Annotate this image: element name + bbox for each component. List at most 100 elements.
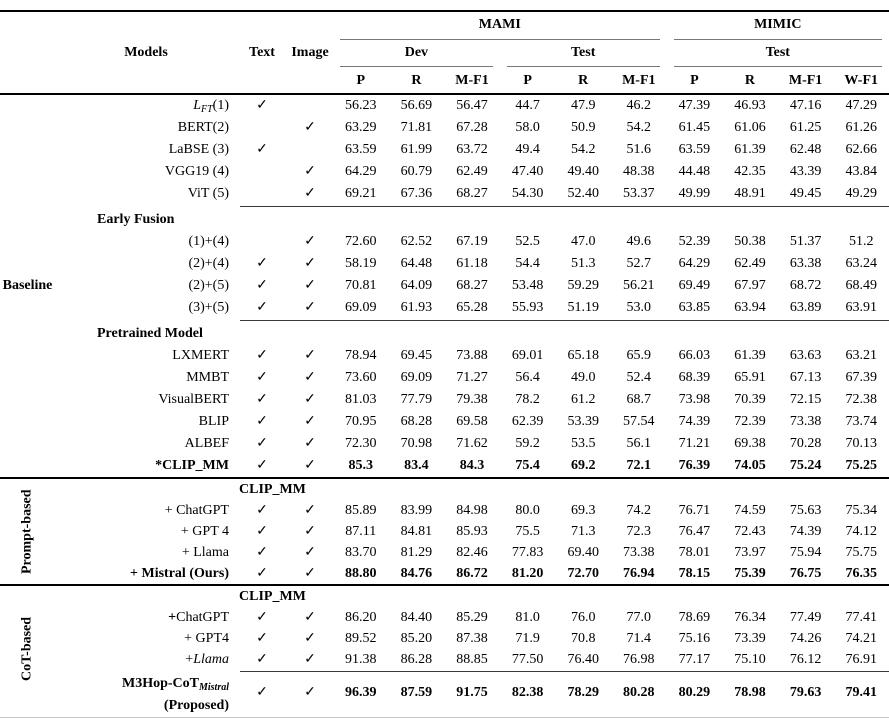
value-cell: 56.69 <box>400 98 433 113</box>
text-checkmark: ✓ <box>256 256 268 271</box>
value-cell: 75.24 <box>789 458 822 473</box>
text-check-cell <box>237 183 287 205</box>
text-checkmark: ✓ <box>256 545 268 560</box>
label-segment: ALBEF <box>184 436 229 451</box>
value-cell: 70.95 <box>345 414 377 429</box>
model-cell: + GPT4 <box>55 628 237 649</box>
text-checkmark: ✓ <box>256 566 268 581</box>
value-cell: 63.59 <box>345 142 377 157</box>
value-cell: 48.91 <box>734 186 766 201</box>
value-cell: 76.39 <box>678 458 711 473</box>
value-cell: 65.28 <box>456 300 488 315</box>
table-row: + Llama ✓ ✓ 83.70 81.29 82.46 77.83 69.40 73.38 7… <box>55 542 889 563</box>
image-checkmark: ✓ <box>304 278 316 293</box>
value-cell: 69.40 <box>567 545 599 560</box>
value-cell: 67.97 <box>734 278 766 293</box>
value-cell: 61.99 <box>400 142 433 157</box>
section-label-column: CoT-based <box>0 586 55 712</box>
model-cell: + GPT 4 <box>55 521 237 542</box>
value-cell: 75.63 <box>789 503 822 518</box>
section-rows: LFT(1) ✓ 56.23 56.69 56.47 44.7 47.9 46.2 47.39 4… <box>55 95 889 477</box>
value-cell: 76.91 <box>845 652 877 667</box>
top-rule <box>0 10 889 12</box>
model-cell: MMBT <box>55 367 237 389</box>
value-cell: 72.3 <box>626 524 652 539</box>
midrule-mimic <box>673 39 882 40</box>
value-cell: 75.5 <box>515 524 540 539</box>
value-cell: 63.63 <box>789 348 822 363</box>
value-cell: 53.39 <box>567 414 599 429</box>
table-row: VGG19 (4) ✓ 64.29 60.79 62.49 47.40 49.40 48.38… <box>55 161 889 183</box>
value-cell: 69.09 <box>345 300 377 315</box>
text-check-cell <box>237 231 287 253</box>
value-cell: 70.8 <box>570 631 596 646</box>
image-checkmark: ✓ <box>304 685 316 700</box>
value-cell: 52.40 <box>567 186 599 201</box>
label-segment: L <box>193 98 201 113</box>
column-subgroup-test-mami: Test <box>571 45 596 60</box>
table-row: (3)+(5) ✓ ✓ 69.09 61.93 65.28 55.93 51.19 53.0 63… <box>55 297 889 319</box>
metric-col-header: P <box>356 73 366 88</box>
table-row: M3Hop-CoTMistral (Proposed) ✓ ✓ 96.39 87.59 91… <box>55 674 889 715</box>
table-row: (2)+(5) ✓ ✓ 70.81 64.09 68.27 53.48 59.29 56.21 6… <box>55 275 889 297</box>
model-cell: M3Hop-CoTMistral (Proposed) <box>55 674 237 715</box>
image-checkmark: ✓ <box>304 524 316 539</box>
column-subgroup-test-mimic: Test <box>765 45 790 60</box>
section-rows: CLIP_MM + ChatGPT ✓ ✓ 85.89 83.99 84.98 80.0 69.… <box>55 479 889 584</box>
model-cell: (2)+(4) <box>55 253 237 275</box>
value-cell: 48.38 <box>623 164 655 179</box>
value-cell: 58.19 <box>345 256 377 271</box>
image-checkmark: ✓ <box>304 566 316 581</box>
value-cell: 51.3 <box>570 256 596 271</box>
subsection-header-row: CLIP_MM <box>55 586 889 607</box>
value-cell: 54.2 <box>626 120 652 135</box>
value-cell: 69.49 <box>678 278 711 293</box>
model-cell: LFT(1) <box>55 95 237 121</box>
image-checkmark: ✓ <box>304 631 316 646</box>
value-cell: 75.94 <box>789 545 822 560</box>
value-cell: 72.60 <box>345 234 377 249</box>
value-cell: 71.81 <box>400 120 433 135</box>
section-baseline: Baseline LFT(1) ✓ 56.23 56.69 56.47 44.7 47.9 46… <box>0 95 889 477</box>
value-cell: 55.93 <box>511 300 544 315</box>
value-cell: 47.39 <box>678 98 711 113</box>
value-cell: 49.40 <box>567 164 599 179</box>
metric-col-header: R <box>578 73 589 88</box>
value-cell: 51.2 <box>848 234 874 249</box>
table-row: (2)+(4) ✓ ✓ 58.19 64.48 61.18 54.4 51.3 52.7 64.2… <box>55 253 889 275</box>
value-cell: 47.29 <box>845 98 877 113</box>
value-cell: 73.98 <box>678 392 711 407</box>
value-cell: 88.85 <box>456 652 488 667</box>
header-midrule-1 <box>55 38 889 41</box>
value-cell: 67.36 <box>400 186 433 201</box>
label-segment: (2)+(4) <box>188 256 229 271</box>
value-cell: 53.37 <box>623 186 655 201</box>
value-cell: 49.99 <box>678 186 711 201</box>
table-row: + Mistral (Ours) ✓ ✓ 88.80 84.76 86.72 81.20 72… <box>55 563 889 584</box>
section-cot-based: CoT-based CLIP_MM +ChatGPT ✓ ✓ 86.20 84.40 85.2… <box>0 586 889 715</box>
partial-rule <box>55 205 889 209</box>
table-row: BLIP ✓ ✓ 70.95 68.28 69.58 62.39 53.39 57.54 74.3… <box>55 411 889 433</box>
value-cell: 73.60 <box>345 370 377 385</box>
text-checkmark: ✓ <box>256 458 268 473</box>
value-cell: 89.52 <box>345 631 377 646</box>
model-cell: (1)+(4) <box>55 231 237 253</box>
value-cell: 75.75 <box>845 545 877 560</box>
value-cell: 49.6 <box>626 234 652 249</box>
model-cell: + ChatGPT <box>55 500 237 521</box>
value-cell: 56.4 <box>515 370 540 385</box>
value-cell: 91.38 <box>345 652 377 667</box>
value-cell: 43.84 <box>845 164 877 179</box>
value-cell: 85.3 <box>348 458 374 473</box>
header-group-row: MAMI MIMIC <box>55 12 889 38</box>
value-cell: 70.81 <box>345 278 377 293</box>
value-cell: 62.49 <box>456 164 488 179</box>
label-segment: + Mistral (Ours) <box>130 566 229 581</box>
section-label: Baseline <box>2 278 53 293</box>
table-row: LXMERT ✓ ✓ 78.94 69.45 73.88 69.01 65.18 65.9 66.… <box>55 345 889 367</box>
model-cell: (3)+(5) <box>55 297 237 319</box>
image-checkmark: ✓ <box>304 370 316 385</box>
value-cell: 78.94 <box>345 348 377 363</box>
value-cell: 76.12 <box>789 652 822 667</box>
value-cell: 53.48 <box>511 278 544 293</box>
